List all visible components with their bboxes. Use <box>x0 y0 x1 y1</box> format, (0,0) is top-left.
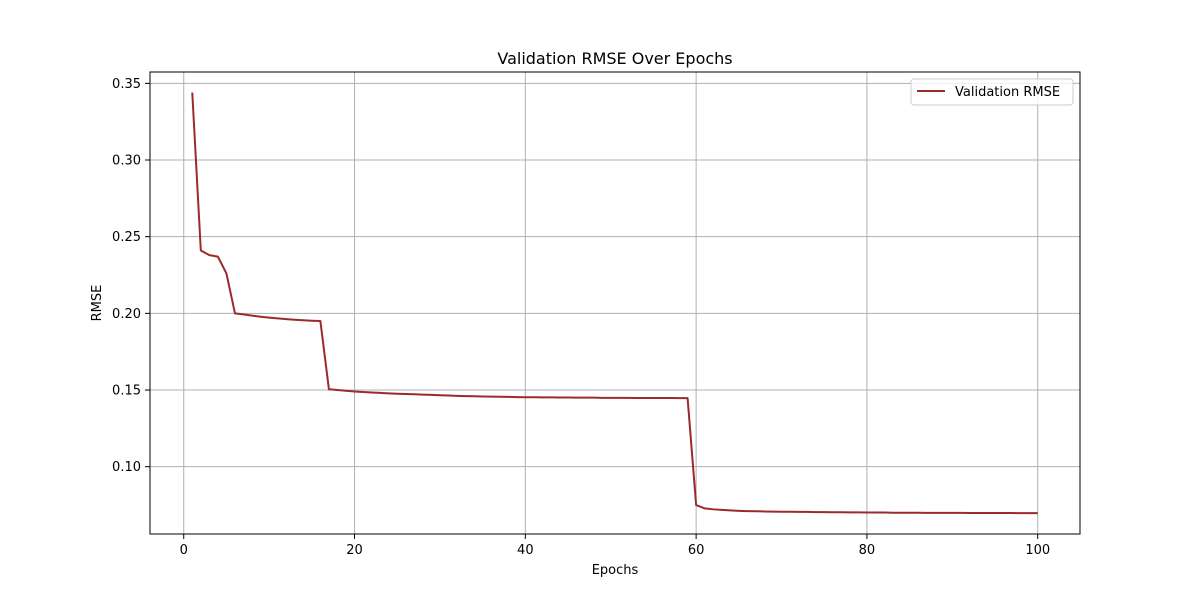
y-tick-label: 0.30 <box>112 154 141 169</box>
y-axis: 0.10 0.15 0.20 0.25 0.30 0.35 <box>112 77 150 475</box>
y-tick-label: 0.35 <box>112 77 141 92</box>
y-tick-label: 0.15 <box>112 384 141 399</box>
series-line <box>191 92 1038 515</box>
series-group <box>191 92 1038 515</box>
x-tick-label: 0 <box>180 543 188 558</box>
x-tick-label: 80 <box>859 543 876 558</box>
x-tick-label: 20 <box>346 543 363 558</box>
x-tick-label: 60 <box>688 543 705 558</box>
x-axis-label: Epochs <box>592 563 639 578</box>
y-tick-label: 0.10 <box>112 460 141 475</box>
plot-frame <box>149 71 1081 535</box>
x-tick-label: 100 <box>1025 543 1050 558</box>
y-tick-label: 0.25 <box>112 230 141 245</box>
x-axis: 0 20 40 60 80 100 <box>180 534 1050 558</box>
y-tick-label: 0.20 <box>112 307 141 322</box>
legend-label: Validation RMSE <box>955 85 1060 100</box>
legend-box <box>910 78 1074 106</box>
legend: Validation RMSE <box>910 78 1074 106</box>
chart-title: Validation RMSE Over Epochs <box>497 49 732 68</box>
y-axis-label: RMSE <box>90 285 105 322</box>
grid <box>150 72 1080 534</box>
x-tick-label: 40 <box>517 543 534 558</box>
